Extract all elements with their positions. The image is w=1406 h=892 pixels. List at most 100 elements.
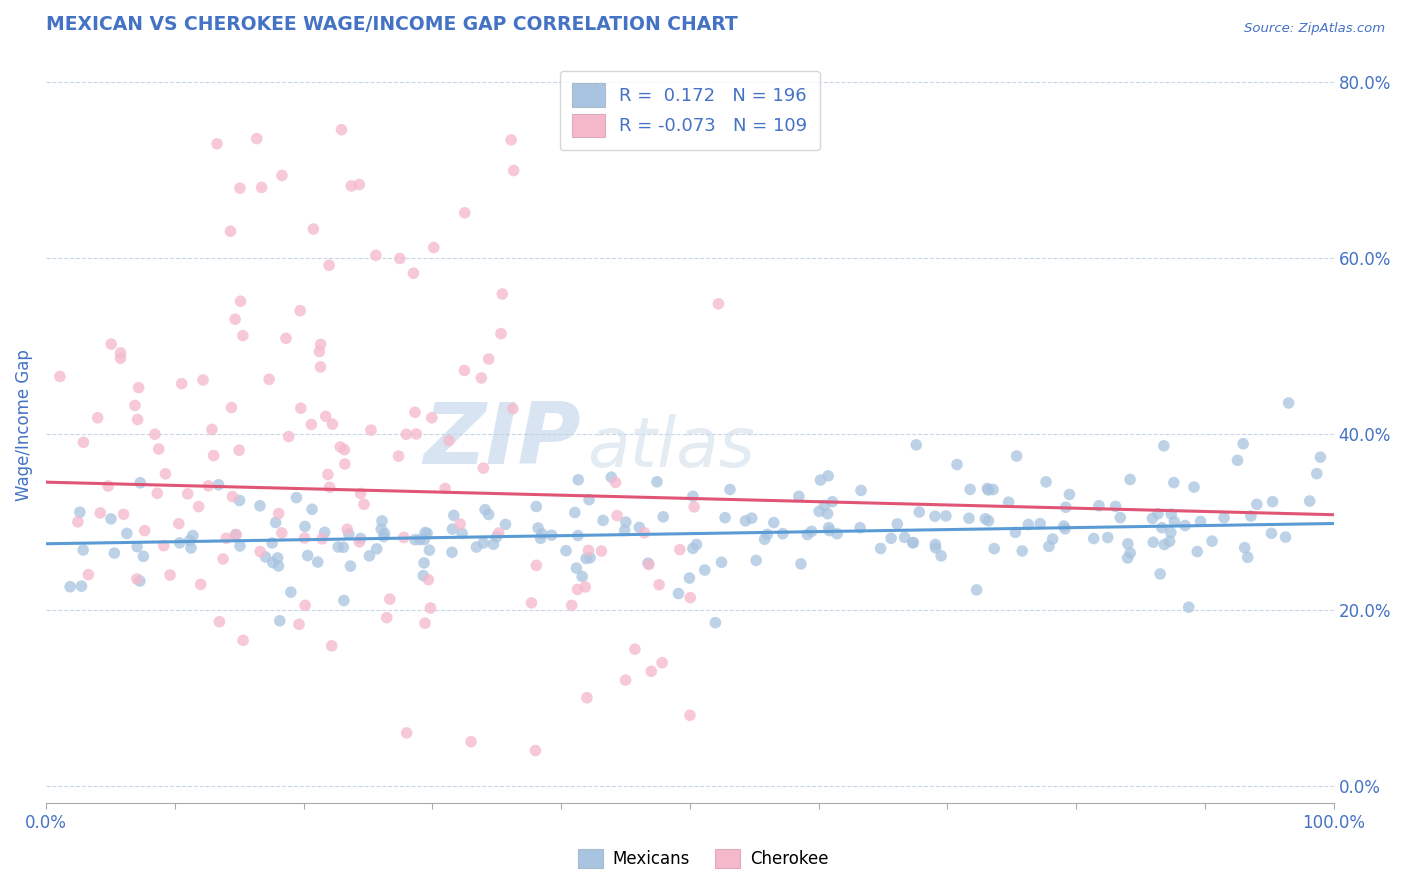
Point bbox=[388, 252, 411, 266]
Point bbox=[395, 726, 418, 740]
Point bbox=[112, 508, 135, 522]
Point bbox=[191, 373, 214, 387]
Point bbox=[190, 577, 212, 591]
Point bbox=[800, 524, 823, 539]
Point bbox=[1306, 467, 1329, 481]
Point bbox=[366, 541, 388, 556]
Point bbox=[451, 526, 474, 541]
Point bbox=[1029, 516, 1052, 531]
Point bbox=[262, 536, 284, 550]
Point bbox=[329, 440, 352, 454]
Point bbox=[339, 559, 361, 574]
Point bbox=[893, 530, 915, 544]
Point bbox=[197, 479, 219, 493]
Point bbox=[1109, 510, 1132, 524]
Point bbox=[420, 410, 443, 425]
Point bbox=[1298, 494, 1320, 508]
Point bbox=[1177, 600, 1199, 615]
Point bbox=[115, 526, 138, 541]
Point bbox=[460, 735, 482, 749]
Point bbox=[269, 614, 291, 628]
Point bbox=[1054, 522, 1077, 536]
Point bbox=[201, 422, 224, 436]
Point bbox=[929, 549, 952, 563]
Point bbox=[1083, 532, 1105, 546]
Point bbox=[413, 556, 436, 570]
Point bbox=[309, 337, 332, 351]
Point bbox=[633, 525, 655, 540]
Point bbox=[1261, 494, 1284, 508]
Point bbox=[413, 533, 436, 547]
Point bbox=[1201, 534, 1223, 549]
Point bbox=[710, 555, 733, 569]
Point bbox=[600, 470, 623, 484]
Point bbox=[349, 532, 371, 546]
Point bbox=[395, 427, 418, 442]
Point bbox=[651, 656, 673, 670]
Point bbox=[489, 326, 512, 341]
Point bbox=[170, 376, 193, 391]
Point bbox=[179, 533, 201, 548]
Point bbox=[924, 537, 946, 551]
Point bbox=[378, 592, 401, 607]
Point bbox=[229, 294, 252, 309]
Point bbox=[1187, 544, 1209, 558]
Point bbox=[1038, 540, 1060, 554]
Y-axis label: Wage/Income Gap: Wage/Income Gap bbox=[15, 349, 32, 501]
Point bbox=[1059, 487, 1081, 501]
Point bbox=[754, 533, 776, 547]
Point bbox=[685, 537, 707, 551]
Point bbox=[682, 489, 704, 503]
Point bbox=[225, 527, 247, 541]
Point bbox=[250, 180, 273, 194]
Point bbox=[387, 449, 409, 463]
Point bbox=[869, 541, 891, 556]
Point bbox=[946, 458, 969, 472]
Point bbox=[571, 569, 593, 583]
Point bbox=[181, 528, 204, 542]
Point bbox=[271, 169, 294, 183]
Point bbox=[613, 524, 636, 538]
Point bbox=[392, 531, 415, 545]
Point bbox=[319, 480, 342, 494]
Point bbox=[482, 537, 505, 551]
Point bbox=[540, 528, 562, 542]
Point bbox=[128, 574, 150, 588]
Point bbox=[1236, 550, 1258, 565]
Point bbox=[262, 556, 284, 570]
Point bbox=[308, 344, 330, 359]
Point bbox=[370, 522, 392, 536]
Point bbox=[311, 532, 333, 546]
Point bbox=[679, 708, 702, 723]
Point bbox=[614, 673, 637, 687]
Point bbox=[579, 550, 602, 565]
Point bbox=[412, 568, 434, 582]
Point bbox=[299, 417, 322, 432]
Point bbox=[886, 516, 908, 531]
Point bbox=[1149, 566, 1171, 581]
Point bbox=[637, 556, 659, 570]
Point bbox=[349, 486, 371, 500]
Point bbox=[434, 482, 457, 496]
Point bbox=[1213, 510, 1236, 524]
Point bbox=[103, 546, 125, 560]
Point bbox=[796, 527, 818, 541]
Point bbox=[502, 401, 524, 416]
Point bbox=[177, 487, 200, 501]
Point bbox=[488, 526, 510, 541]
Point bbox=[1042, 532, 1064, 546]
Point bbox=[124, 399, 146, 413]
Point bbox=[1182, 480, 1205, 494]
Point bbox=[1054, 500, 1077, 515]
Point bbox=[787, 489, 810, 503]
Point bbox=[1232, 436, 1254, 450]
Point bbox=[682, 541, 704, 556]
Point bbox=[817, 507, 839, 521]
Point bbox=[129, 475, 152, 490]
Point bbox=[1150, 521, 1173, 535]
Point bbox=[790, 557, 813, 571]
Point bbox=[449, 516, 471, 531]
Point bbox=[294, 519, 316, 533]
Point bbox=[373, 529, 395, 543]
Point bbox=[465, 540, 488, 554]
